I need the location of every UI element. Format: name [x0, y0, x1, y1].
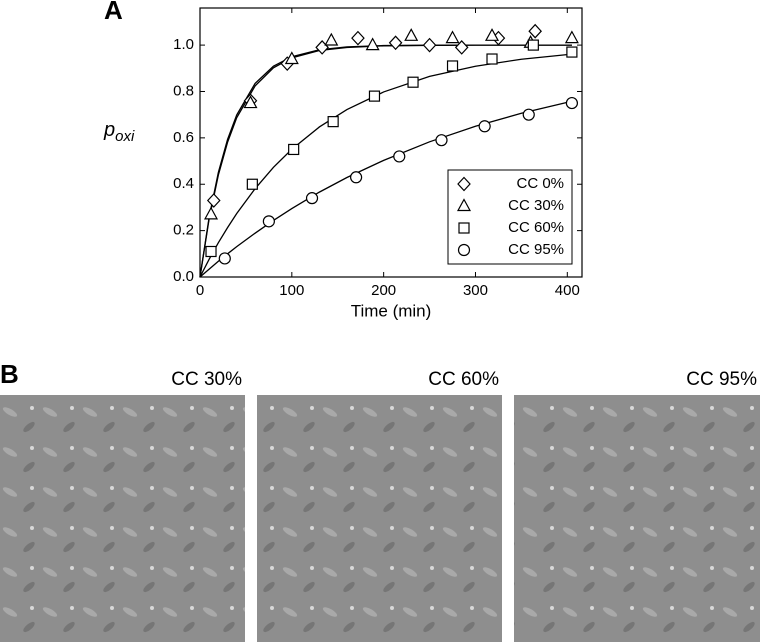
micrographs: CC 30% CC 60% CC 95% — [0, 369, 760, 642]
y-tick-label: 0.2 — [173, 222, 194, 239]
data-point — [478, 120, 491, 133]
data-point — [446, 60, 459, 72]
data-point — [206, 193, 221, 208]
data-point — [327, 116, 339, 128]
x-tick-label: 100 — [279, 282, 304, 299]
y-tick-label: 0.4 — [173, 175, 194, 192]
panel-label: A — [104, 0, 123, 25]
plot: 0 100 200 300 400 0.0 0.2 0.4 0.6 0.8 1.0 CC 0% CC 3… — [173, 7, 583, 299]
legend-label: CC 95% — [508, 241, 564, 258]
plot-frame — [199, 7, 583, 278]
data-point — [407, 76, 419, 88]
data-point — [565, 96, 578, 110]
y-tick-label: 0.6 — [173, 129, 194, 146]
data-point — [388, 35, 403, 51]
x-tick-label: 300 — [463, 282, 488, 299]
data-point — [486, 53, 498, 65]
data-point — [566, 46, 578, 58]
y-tick-label: 0.8 — [173, 82, 194, 99]
legend-label: CC 30% — [508, 197, 564, 214]
data-point — [288, 143, 300, 156]
micrograph-label: CC 60% — [428, 369, 499, 390]
data-point — [422, 37, 437, 53]
micrograph — [0, 395, 245, 642]
data-point — [262, 215, 275, 228]
panel-label: B — [0, 359, 19, 389]
legend-label: CC 60% — [508, 219, 564, 236]
legend-marker — [457, 243, 471, 257]
data-point — [404, 28, 419, 41]
data-point — [351, 30, 365, 46]
data-point — [484, 28, 500, 41]
data-point — [522, 108, 535, 121]
legend-marker — [457, 176, 471, 192]
data-point — [564, 30, 579, 44]
data-point — [218, 252, 231, 265]
data-point — [454, 40, 469, 55]
legend-marker — [456, 198, 472, 212]
data-point — [324, 32, 339, 46]
micrograph-label: CC 95% — [686, 369, 757, 390]
y-axis-label-sub: oxi — [115, 128, 135, 145]
y-tick-label: 0.0 — [173, 268, 194, 285]
data-point — [305, 192, 319, 205]
x-tick-label: 0 — [196, 282, 204, 299]
data-point — [368, 90, 381, 102]
micrograph — [514, 395, 760, 642]
data-point — [528, 23, 542, 39]
x-tick-label: 200 — [371, 282, 396, 299]
y-axis-label: poxi — [103, 119, 135, 145]
y-tick-label: 1.0 — [173, 36, 194, 53]
data-point — [393, 150, 406, 163]
y-axis-label-main: p — [103, 119, 115, 141]
data-point — [445, 30, 460, 44]
x-axis-label: Time (min) — [351, 301, 432, 320]
data-point — [246, 178, 258, 190]
data-point — [527, 39, 539, 51]
data-point — [205, 245, 217, 258]
legend-marker — [458, 222, 470, 234]
data-point — [243, 95, 258, 109]
data-point — [204, 206, 219, 220]
data-point — [435, 134, 448, 147]
data-point — [284, 51, 299, 65]
legend-label: CC 0% — [516, 175, 564, 192]
x-tick-label: 400 — [555, 282, 580, 299]
data-point — [350, 171, 363, 184]
micrograph — [257, 395, 502, 642]
data-point — [365, 37, 380, 51]
micrograph-label: CC 30% — [171, 369, 242, 390]
